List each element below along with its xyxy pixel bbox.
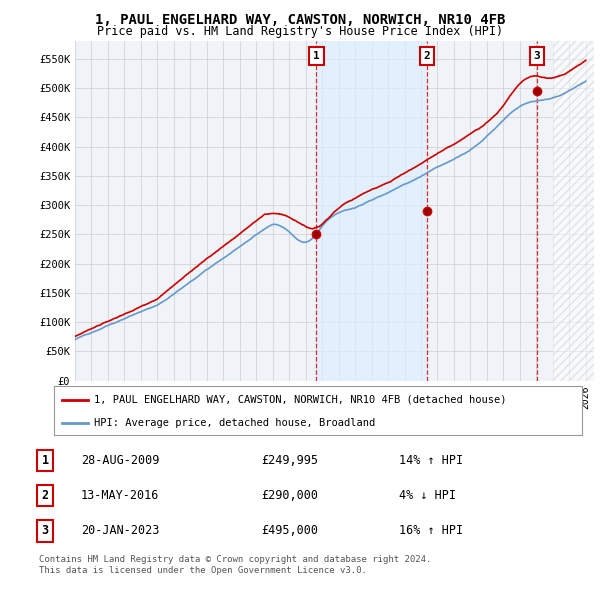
Text: 13-MAY-2016: 13-MAY-2016 — [81, 489, 160, 502]
Text: 2: 2 — [41, 489, 49, 502]
Text: 1, PAUL ENGELHARD WAY, CAWSTON, NORWICH, NR10 4FB (detached house): 1, PAUL ENGELHARD WAY, CAWSTON, NORWICH,… — [94, 395, 506, 405]
Bar — [553, 41, 594, 381]
Text: Contains HM Land Registry data © Crown copyright and database right 2024.: Contains HM Land Registry data © Crown c… — [39, 555, 431, 563]
Text: Price paid vs. HM Land Registry's House Price Index (HPI): Price paid vs. HM Land Registry's House … — [97, 25, 503, 38]
Text: 1: 1 — [41, 454, 49, 467]
Text: 1: 1 — [313, 51, 320, 61]
Text: 1, PAUL ENGELHARD WAY, CAWSTON, NORWICH, NR10 4FB: 1, PAUL ENGELHARD WAY, CAWSTON, NORWICH,… — [95, 13, 505, 27]
Text: £495,000: £495,000 — [261, 525, 318, 537]
Text: 2: 2 — [424, 51, 430, 61]
Text: HPI: Average price, detached house, Broadland: HPI: Average price, detached house, Broa… — [94, 418, 375, 428]
Text: £290,000: £290,000 — [261, 489, 318, 502]
Text: 28-AUG-2009: 28-AUG-2009 — [81, 454, 160, 467]
Text: 3: 3 — [41, 525, 49, 537]
Text: 14% ↑ HPI: 14% ↑ HPI — [399, 454, 463, 467]
Text: 16% ↑ HPI: 16% ↑ HPI — [399, 525, 463, 537]
Text: This data is licensed under the Open Government Licence v3.0.: This data is licensed under the Open Gov… — [39, 566, 367, 575]
Text: 3: 3 — [534, 51, 541, 61]
Text: 4% ↓ HPI: 4% ↓ HPI — [399, 489, 456, 502]
Bar — [316, 41, 427, 381]
Text: £249,995: £249,995 — [261, 454, 318, 467]
Text: 20-JAN-2023: 20-JAN-2023 — [81, 525, 160, 537]
